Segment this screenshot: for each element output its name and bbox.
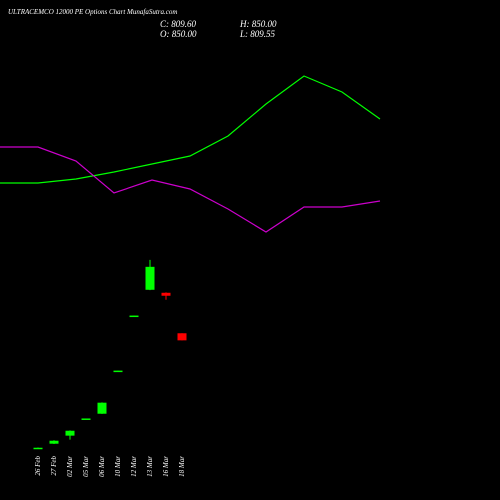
high-info: H: 850.00 [239,19,277,29]
candle-body [113,370,123,373]
x-tick-label: 18 Mar [178,456,186,477]
x-tick-label: 10 Mar [114,456,122,477]
candle-body [97,402,107,414]
candle-body [145,266,155,290]
x-tick-label: 27 Feb [50,456,58,476]
candle-body [81,418,91,420]
candle-body [129,315,139,318]
x-tick-label: 06 Mar [98,456,106,477]
low-info: L: 809.55 [239,29,276,39]
moving-average-line [0,146,381,233]
close-info: C: 809.60 [160,19,197,29]
open-info: O: 850.00 [160,29,197,39]
x-tick-label: 16 Mar [162,456,170,477]
x-tick-label: 05 Mar [82,456,90,477]
candle-body [177,333,187,341]
x-tick-label: 13 Mar [146,456,154,477]
candle-body [65,430,75,436]
candle-body [49,440,59,444]
x-tick-label: 12 Mar [130,456,138,477]
candle-body [33,447,43,450]
x-tick-label: 26 Feb [34,456,42,476]
chart-title: ULTRACEMCO 12000 PE Options Chart Munafa… [8,8,177,16]
x-tick-label: 02 Mar [66,456,74,477]
moving-average-line [0,75,381,184]
candle-body [161,292,171,296]
